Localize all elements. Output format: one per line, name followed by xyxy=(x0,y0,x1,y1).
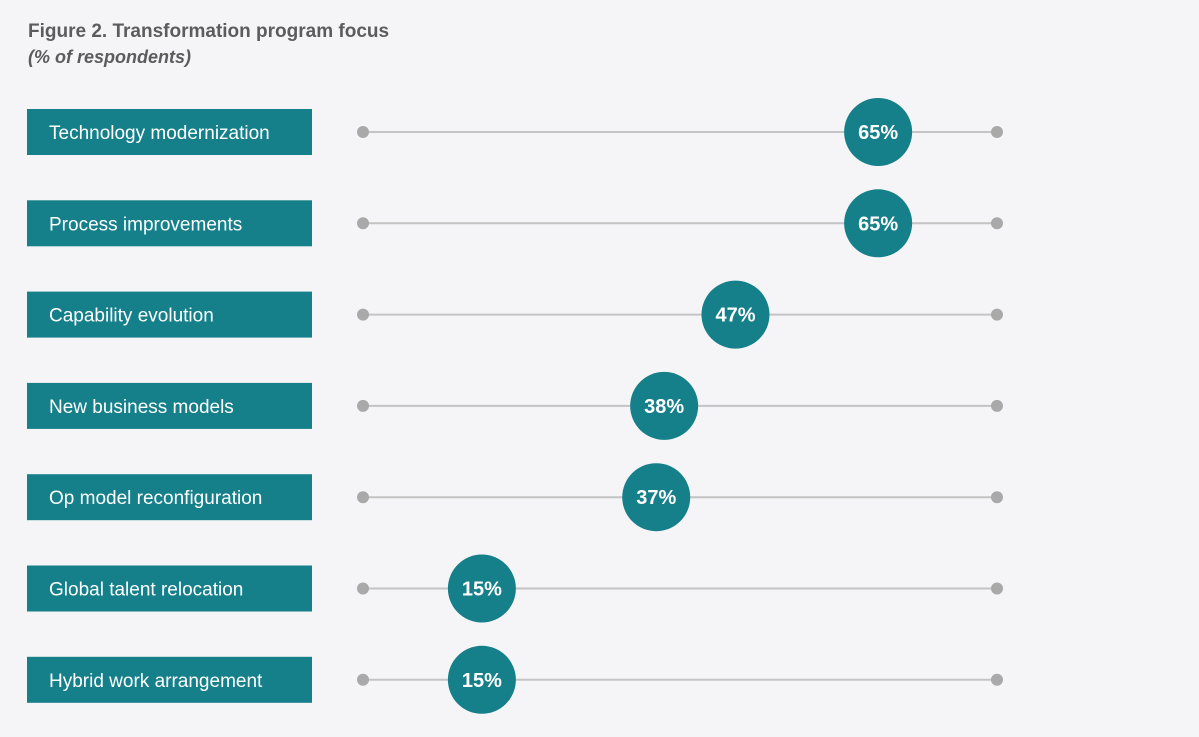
value-label: 38% xyxy=(644,396,684,418)
chart-row: Technology modernization 65% xyxy=(27,98,1003,166)
chart-subtitle: (% of respondents) xyxy=(28,47,192,67)
category-label: Op model reconfiguration xyxy=(49,488,262,509)
category-label-box xyxy=(27,474,312,521)
category-label: Process improvements xyxy=(49,214,242,235)
track-end-dot xyxy=(991,126,1003,138)
value-label: 37% xyxy=(636,487,676,509)
value-label: 15% xyxy=(462,670,502,692)
track-end-dot xyxy=(991,491,1003,504)
category-label: Global talent relocation xyxy=(49,580,243,601)
category-label: Hybrid work arrangement xyxy=(49,671,263,692)
chart-row: New business models 38% xyxy=(27,371,1003,440)
category-label: New business models xyxy=(49,397,234,418)
category-label-box xyxy=(27,565,312,612)
category-label-box xyxy=(27,109,312,155)
track-start-dot xyxy=(357,308,369,321)
category-label-box xyxy=(27,382,312,429)
value-marker xyxy=(622,463,691,532)
category-label: Capability evolution xyxy=(49,306,214,327)
category-label-box xyxy=(27,291,312,338)
category-label: Technology modernization xyxy=(49,123,270,144)
track-start-dot xyxy=(357,217,369,230)
chart-row: Hybrid work arrangement 15% xyxy=(27,645,1003,714)
category-label-box xyxy=(27,200,312,247)
track-start-dot xyxy=(357,491,369,504)
value-label: 15% xyxy=(462,579,502,601)
chart-row: Op model reconfiguration 37% xyxy=(27,463,1003,532)
chart-title: Figure 2. Transformation program focus xyxy=(28,21,390,42)
value-label: 65% xyxy=(858,122,898,144)
value-label: 47% xyxy=(715,305,755,327)
track-start-dot xyxy=(357,582,369,595)
value-marker xyxy=(701,280,770,349)
chart-row: Global talent relocation 15% xyxy=(27,554,1003,623)
track-end-dot xyxy=(991,673,1003,686)
value-marker xyxy=(447,645,516,714)
chart-row: Capability evolution 47% xyxy=(27,280,1003,349)
track-end-dot xyxy=(991,217,1003,230)
value-marker xyxy=(447,554,516,623)
track-end-dot xyxy=(991,308,1003,321)
value-marker xyxy=(630,371,699,440)
track-end-dot xyxy=(991,399,1003,412)
track-start-dot xyxy=(357,126,369,138)
track-start-dot xyxy=(357,673,369,686)
value-label: 65% xyxy=(858,213,898,235)
track-end-dot xyxy=(991,582,1003,595)
value-marker xyxy=(844,189,913,258)
category-label-box xyxy=(27,656,312,703)
chart-row: Process improvements 65% xyxy=(27,189,1003,258)
track-start-dot xyxy=(357,399,369,412)
value-marker xyxy=(844,98,913,166)
